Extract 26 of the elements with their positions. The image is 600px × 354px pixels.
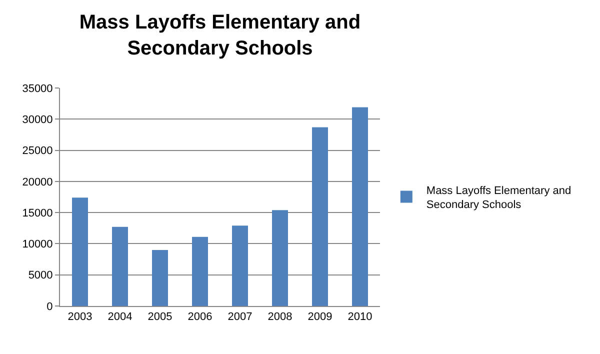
bar (352, 107, 368, 306)
y-tick-label: 20000 (22, 176, 53, 188)
y-tick-label: 15000 (22, 207, 53, 220)
bar (312, 127, 328, 306)
bar (192, 236, 208, 306)
y-tick-label: 0 (46, 300, 53, 313)
bar (112, 226, 128, 306)
y-tick-label: 5000 (28, 270, 53, 282)
x-tick-label: 2010 (348, 311, 372, 324)
x-tick-label: 2008 (268, 311, 292, 324)
x-tick-label: 2006 (188, 311, 212, 324)
y-tick-label: 35000 (22, 82, 53, 95)
y-tick-label: 10000 (22, 238, 53, 251)
bar (152, 250, 168, 306)
bar (272, 210, 288, 306)
legend-label: Mass Layoffs Elementary and Secondary Schools (426, 184, 572, 212)
y-tick-label: 30000 (22, 114, 53, 126)
y-tick-label: 25000 (22, 145, 53, 158)
x-tick-label: 2003 (68, 311, 92, 324)
chart-title: Mass Layoffs Elementary and Secondary Schools (79, 11, 361, 60)
x-tick-label: 2005 (148, 311, 172, 324)
x-tick-label: 2007 (228, 311, 252, 324)
bar (72, 198, 88, 306)
x-tick-label: 2009 (308, 311, 332, 324)
bar (232, 226, 248, 306)
x-tick-label: 2004 (108, 311, 132, 324)
